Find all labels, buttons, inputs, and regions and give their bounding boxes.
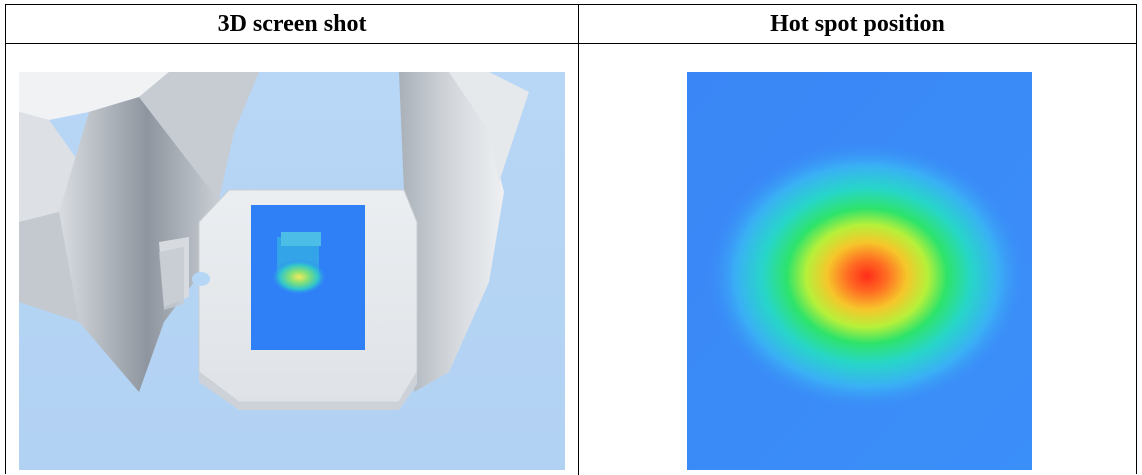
table-header-row: 3D screen shot Hot spot position: [6, 5, 1136, 44]
column-divider: [578, 5, 579, 475]
comparison-table: 3D screen shot Hot spot position: [5, 4, 1137, 475]
header-3d-screenshot: 3D screen shot: [217, 10, 367, 37]
header-hot-spot-position: Hot spot position: [770, 10, 945, 37]
3d-screenshot-image: [19, 72, 565, 470]
hot-spot-heatmap-image: [687, 72, 1032, 470]
